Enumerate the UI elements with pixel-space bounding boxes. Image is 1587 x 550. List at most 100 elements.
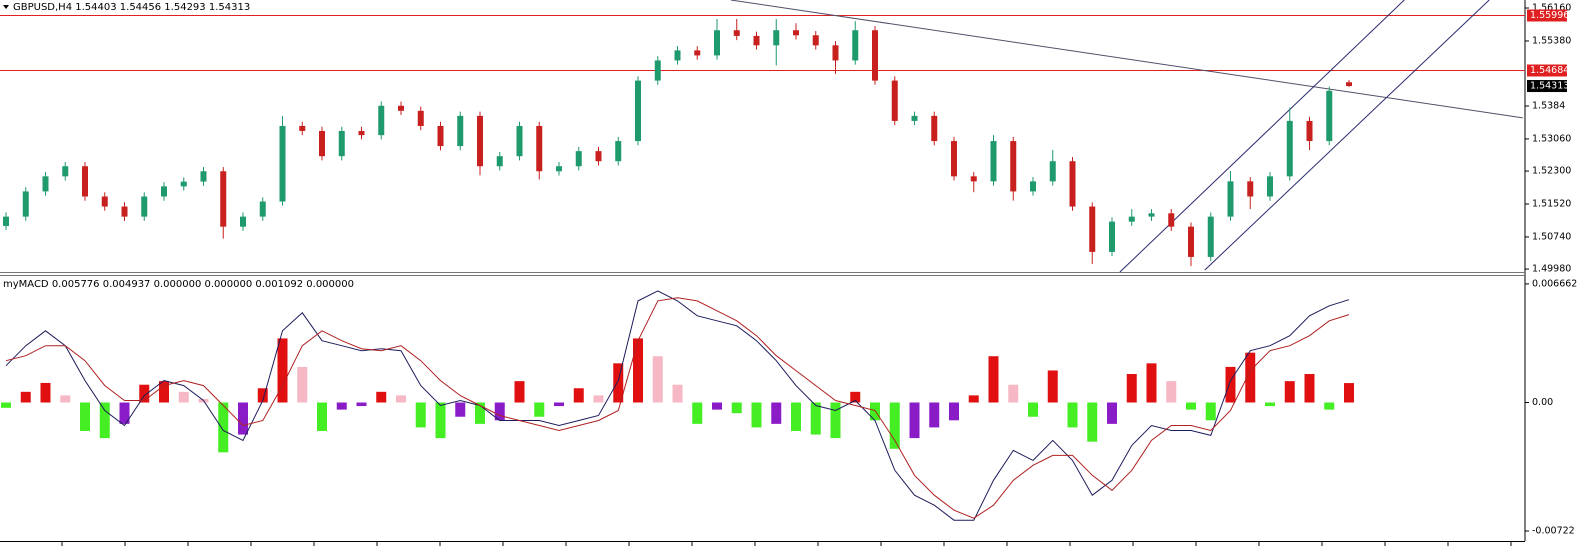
histogram-bar [1166, 381, 1177, 403]
candle-body [457, 115, 464, 147]
histogram-bar [949, 402, 959, 421]
histogram-bar [238, 402, 248, 435]
histogram-bar [909, 402, 920, 439]
candle-body [1128, 216, 1135, 222]
y-tick-label: 1.5384 [1532, 101, 1565, 112]
candle-body [1089, 206, 1096, 252]
candle-body [733, 30, 740, 36]
candle-body [1168, 213, 1175, 227]
histogram-bar [1008, 384, 1019, 403]
histogram-bar [277, 338, 288, 403]
price-header: GBPUSD,H4 1.54403 1.54456 1.54293 1.5431… [13, 2, 250, 13]
candle-body [1010, 141, 1017, 192]
histogram-bar [1067, 402, 1078, 428]
histogram-bar [613, 363, 624, 403]
price-tag-label: 1.54684 [1530, 65, 1569, 76]
trend-line [1119, 0, 1405, 272]
histogram-bar [1028, 402, 1038, 417]
y-tick-label: 1.51520 [1532, 199, 1571, 210]
candle-body [101, 196, 108, 207]
histogram-bar [988, 356, 999, 403]
histogram-bar [731, 402, 742, 414]
histogram-bar [1225, 366, 1236, 403]
histogram-bar [297, 366, 308, 403]
histogram-bar [178, 391, 189, 403]
trend-line [730, 0, 1523, 119]
histogram-bar [1087, 402, 1098, 442]
histogram-bar [455, 402, 466, 417]
candle-body [1346, 82, 1352, 87]
candle-body [180, 181, 187, 187]
histogram-bar [968, 395, 979, 403]
candle-body [378, 105, 385, 136]
candle-body [82, 166, 88, 197]
candle-body [3, 216, 9, 226]
histogram-bar [1146, 363, 1157, 403]
candle-body [911, 115, 918, 121]
histogram-bar [60, 395, 71, 403]
y-tick-label: 1.55380 [1532, 35, 1571, 46]
y-tick-label: 0.00 [1532, 397, 1553, 408]
histogram-bar [573, 388, 584, 403]
candle-body [714, 30, 720, 56]
candle-body [62, 166, 69, 177]
candle-body [496, 156, 503, 167]
candle-body [1247, 181, 1254, 197]
y-tick-label: 1.49980 [1532, 264, 1571, 275]
histogram-bar [80, 402, 90, 431]
candle-body [694, 50, 701, 56]
candle-body [319, 130, 325, 157]
histogram-bar [1205, 402, 1216, 421]
histogram-bar [554, 402, 564, 407]
indicator-line [5, 297, 1350, 519]
histogram-bar [751, 402, 762, 428]
macd-header: myMACD 0.005776 0.004937 0.000000 0.0000… [3, 279, 354, 290]
menu-arrow[interactable] [3, 5, 9, 9]
histogram-bar [159, 381, 169, 403]
candle-body [1267, 176, 1273, 197]
candle-body [812, 35, 819, 46]
histogram-bar [1245, 352, 1256, 403]
histogram-bar [712, 402, 722, 410]
candle-body [753, 35, 760, 46]
histogram-bar [1, 402, 11, 408]
candle-body [832, 45, 839, 61]
histogram-bar [40, 382, 51, 403]
histogram-bar [356, 402, 367, 407]
candle-body [42, 176, 49, 192]
histogram-bar [593, 395, 604, 403]
candle-body [279, 125, 286, 202]
histogram-bar [652, 356, 663, 403]
candle-body [1326, 90, 1333, 142]
candle-body [1306, 120, 1313, 142]
candle-body [872, 30, 878, 81]
candle-body [595, 151, 602, 162]
histogram-bar [1324, 402, 1335, 410]
price-tag [1527, 64, 1567, 77]
histogram-bar [415, 402, 426, 428]
candle-body [1049, 161, 1056, 182]
histogram-bar [218, 402, 229, 453]
candle-body [1207, 216, 1214, 257]
price-tag [1527, 9, 1567, 22]
candle-body [793, 30, 799, 36]
axis-labels: 1.56160 1.55380 1.5384 1.53060 1.52300 1.5152… [1525, 3, 1577, 537]
y-tick-label: 1.53060 [1532, 133, 1571, 144]
time-ticks [61, 541, 1512, 546]
histogram-bar [850, 391, 861, 403]
candle-body [338, 130, 345, 157]
histogram-bar [257, 388, 268, 403]
candle-body [1286, 120, 1293, 177]
candle-body [141, 196, 148, 217]
histogram-bar [534, 402, 545, 417]
histogram-bar [336, 402, 347, 410]
candle-body [1227, 181, 1234, 217]
candle-body [635, 80, 641, 142]
y-tick-label: 0.006662 [1532, 278, 1577, 289]
candle-body [931, 115, 938, 142]
candle-body [970, 176, 977, 182]
candle-body [417, 110, 424, 126]
candle-body [299, 125, 306, 131]
candle-body [516, 125, 523, 157]
candle-body [891, 80, 898, 121]
